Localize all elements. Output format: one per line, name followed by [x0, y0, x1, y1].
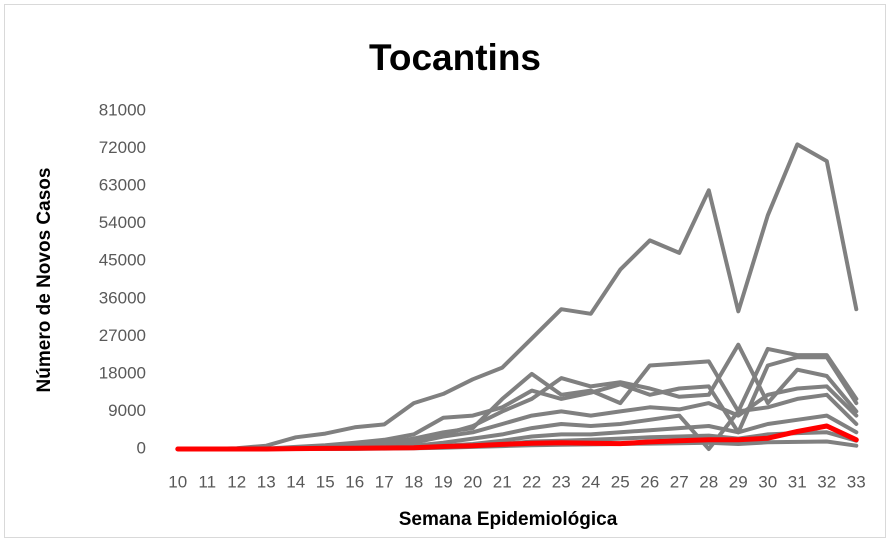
x-tick-label: 18 [404, 472, 423, 491]
x-tick-label: 12 [227, 472, 246, 491]
y-tick-label: 27000 [99, 326, 146, 345]
x-tick-label: 26 [640, 472, 659, 491]
x-tick-label: 33 [847, 472, 866, 491]
y-tick-label: 9000 [108, 401, 146, 420]
x-tick-label: 19 [434, 472, 453, 491]
x-tick-label: 27 [670, 472, 689, 491]
x-tick-label: 13 [257, 472, 276, 491]
y-tick-label: 18000 [99, 363, 146, 382]
series-line [175, 142, 859, 451]
y-tick-label: 0 [137, 438, 146, 457]
chart-border [4, 4, 886, 538]
x-tick-label: 24 [581, 472, 600, 491]
x-tick-label: 32 [817, 472, 836, 491]
x-tick-label: 16 [345, 472, 364, 491]
chart-title: Tocantins [369, 37, 541, 78]
x-tick-label: 21 [493, 472, 512, 491]
x-tick-label: 14 [286, 472, 305, 491]
x-tick-label: 17 [375, 472, 394, 491]
y-tick-label: 72000 [99, 138, 146, 157]
x-tick-label: 15 [316, 472, 335, 491]
x-tick-label: 11 [198, 472, 216, 491]
x-tick-label: 29 [729, 472, 748, 491]
x-tick-label: 22 [522, 472, 541, 491]
x-tick-label: 10 [168, 472, 187, 491]
y-tick-label: 45000 [99, 251, 146, 270]
x-tick-label: 23 [552, 472, 571, 491]
y-tick-label: 54000 [99, 213, 146, 232]
series-line [175, 423, 859, 452]
x-tick-label: 31 [788, 472, 807, 491]
x-tick-label: 25 [611, 472, 630, 491]
y-tick-label: 36000 [99, 288, 146, 307]
x-tick-label: 28 [699, 472, 718, 491]
y-tick-label: 81000 [99, 100, 146, 119]
x-axis-label: Semana Epidemiológica [399, 509, 618, 530]
x-tick-label: 20 [463, 472, 482, 491]
y-tick-label: 63000 [99, 176, 146, 195]
x-tick-label: 30 [758, 472, 777, 491]
y-axis-label: Número de Novos Casos [34, 168, 55, 393]
